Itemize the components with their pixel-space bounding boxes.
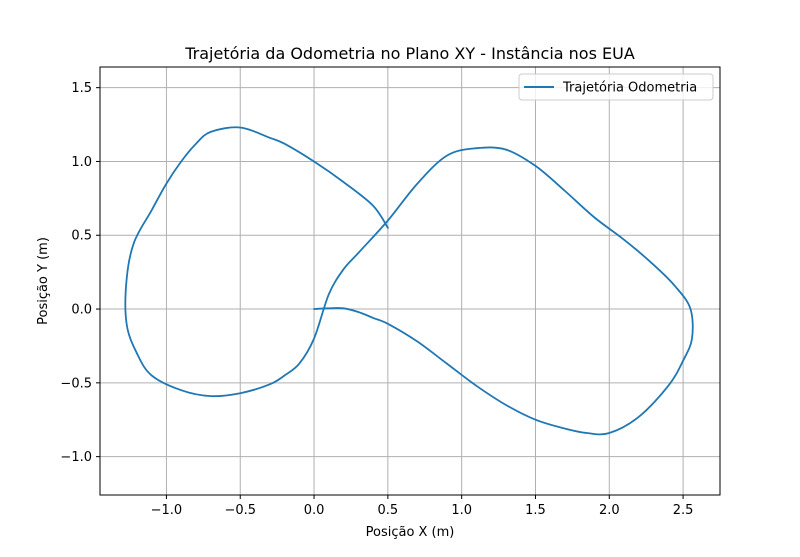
grid-layer (100, 67, 720, 495)
legend-box (518, 73, 714, 101)
chart-title: Trajetória da Odometria no Plano XY - In… (184, 44, 635, 63)
x-tick-label: 0.5 (378, 503, 399, 518)
y-tick-label: 0.5 (71, 229, 92, 244)
x-tick-label: −0.5 (224, 503, 256, 518)
x-tick-label: 2.0 (599, 503, 620, 518)
series-line-0 (124, 126, 694, 436)
legend-label: Trajetória Odometria (562, 81, 697, 96)
y-tick-label: 1.5 (71, 81, 92, 96)
y-tick-label: −0.5 (60, 376, 92, 391)
y-tick-label: 1.0 (71, 155, 92, 170)
legend: Trajetória Odometria (518, 73, 714, 101)
ticks-layer: −1.0 −0.5 0.0 0.5 1.0 1.5 2.0 2.5 −1.0 −0.5 0.0 0.5… (60, 81, 693, 518)
plot-frame (99, 66, 721, 496)
x-tick-label: 1.5 (525, 503, 546, 518)
x-tick-label: −1.0 (151, 503, 183, 518)
series-layer (124, 126, 694, 436)
y-axis-label: Posição Y (m) (36, 237, 51, 325)
y-tick-label: 0.0 (71, 303, 92, 318)
x-tick-label: 2.5 (673, 503, 694, 518)
x-tick-label: 1.0 (451, 503, 472, 518)
x-tick-label: 0.0 (304, 503, 325, 518)
x-axis-label: Posição X (m) (366, 525, 455, 540)
y-tick-label: −1.0 (60, 450, 92, 465)
